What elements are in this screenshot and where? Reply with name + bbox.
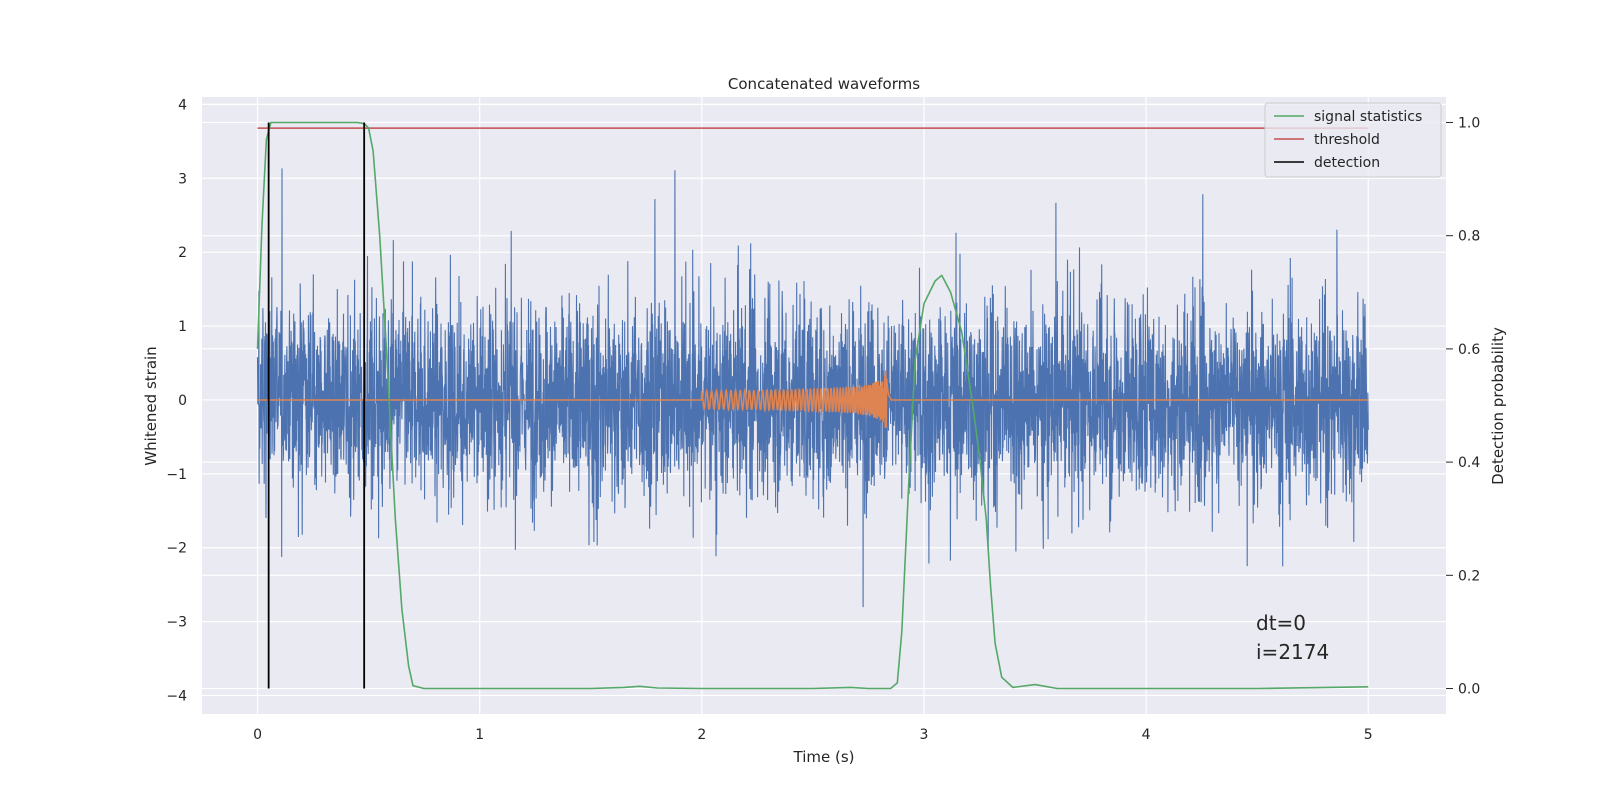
x-tick-label: 2: [697, 727, 706, 743]
x-tick-label: 0: [253, 727, 262, 743]
template-waveform-series: [257, 370, 1369, 429]
y-tick-label-right: 0.8: [1458, 229, 1480, 245]
template-waveform-line: [257, 370, 1369, 429]
x-tick-label: 1: [475, 727, 484, 743]
legend-label-threshold: threshold: [1314, 132, 1380, 148]
chart-title: Concatenated waveforms: [728, 75, 920, 93]
x-tick-label: 5: [1364, 727, 1373, 743]
y-tick-label-right: 0.4: [1458, 455, 1480, 471]
y-tick-label: 1: [178, 319, 187, 335]
y-tick-label: −4: [166, 689, 187, 705]
y-tick-label: 0: [178, 393, 187, 409]
y-axis-label: Whitened strain: [142, 346, 160, 465]
y-tick-label: 2: [178, 245, 187, 261]
y-tick-label: 4: [178, 97, 187, 113]
signal-statistics-line: [256, 121, 1369, 690]
annotation-index: i=2174: [1256, 640, 1329, 664]
y-ticks-right: 0.0 0.2 0.4 0.6 0.8 1.0: [1446, 115, 1480, 698]
y-tick-label-right: 1.0: [1458, 115, 1480, 131]
y-tick-label-right: 0.6: [1458, 342, 1480, 358]
y-ticks-left: −4 −3 −2 −1 0 1 2 3 4: [166, 97, 187, 704]
y-axis-label-right: Detection probability: [1489, 327, 1507, 485]
y-tick-label: −2: [166, 541, 187, 557]
x-axis-label: Time (s): [793, 748, 855, 766]
y-tick-label: −1: [166, 467, 187, 483]
y-tick-label: −3: [166, 615, 187, 631]
legend-box: [1264, 102, 1442, 178]
y-tick-label: 3: [178, 171, 187, 187]
annotation-dt: dt=0: [1256, 611, 1306, 635]
detection-series: [267, 122, 366, 689]
strain-noise-series: [256, 168, 1369, 608]
x-tick-label: 4: [1142, 727, 1151, 743]
x-tick-label: 3: [920, 727, 929, 743]
legend-label-detection: detection: [1314, 155, 1380, 171]
legend: signal statistics threshold detection: [1264, 102, 1442, 178]
y-tick-label-right: 0.2: [1458, 568, 1480, 584]
y-tick-label-right: 0.0: [1458, 682, 1480, 698]
x-ticks: 0 1 2 3 4 5: [253, 727, 1373, 743]
signal-statistics-series: [256, 121, 1369, 690]
legend-label-signal-statistics: signal statistics: [1314, 109, 1422, 125]
strain-noise-line: [256, 168, 1369, 608]
